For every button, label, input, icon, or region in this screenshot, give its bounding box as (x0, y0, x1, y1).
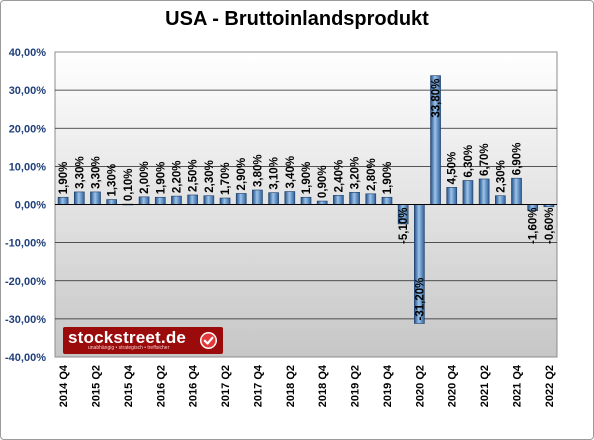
y-tick-label: -30,00% (5, 314, 46, 326)
x-tick-label: 2020 Q4 (447, 364, 459, 407)
data-label: -5,10% (398, 208, 410, 244)
data-label: 6,90% (512, 143, 524, 176)
bar (365, 193, 377, 205)
chart-title: USA - Bruttoinlandsprodukt (165, 8, 429, 30)
data-label: 1,90% (382, 162, 394, 195)
bar (154, 196, 166, 205)
x-tick-label: 2016 Q4 (188, 364, 200, 407)
bar (478, 178, 490, 205)
y-tick-label: 30,00% (9, 85, 47, 97)
bar (171, 195, 182, 205)
data-label: 1,30% (107, 164, 119, 197)
stockstreet-logo: stockstreet.de unabhängig • strategisch … (63, 327, 223, 354)
data-label: 2,20% (171, 161, 183, 194)
data-label: 3,10% (269, 157, 281, 190)
bar (219, 197, 231, 205)
data-label: 3,20% (350, 157, 362, 190)
bar (203, 195, 215, 205)
bar (462, 180, 474, 205)
data-label: 0,10% (123, 169, 135, 202)
data-label: 33,80% (431, 79, 443, 118)
y-tick-label: -40,00% (5, 352, 46, 364)
data-label: 2,00% (139, 161, 151, 194)
data-label: 1,90% (301, 162, 313, 195)
data-label: 4,50% (447, 152, 459, 185)
x-tick-label: 2021 Q2 (479, 365, 491, 407)
bar (349, 192, 360, 205)
data-label: 2,50% (188, 159, 200, 192)
data-label: 0,90% (317, 165, 329, 198)
logo-tagline: unabhängig • strategisch • treffsicher (88, 345, 170, 351)
x-tick-label: 2018 Q4 (317, 364, 329, 407)
data-label: 6,70% (479, 143, 491, 176)
data-label: 3,40% (285, 156, 297, 189)
data-label: 3,30% (74, 156, 86, 189)
bar (138, 196, 150, 205)
x-tick-label: 2019 Q4 (382, 364, 394, 407)
x-tick-label: 2017 Q4 (252, 364, 264, 407)
y-tick-label: -10,00% (5, 238, 46, 250)
checkmark-icon (200, 332, 217, 349)
x-tick-label: 2018 Q2 (285, 365, 297, 407)
bar (268, 192, 279, 205)
y-tick-label: 40,00% (9, 47, 47, 59)
logo-text: stockstreet.de (68, 328, 187, 347)
bar (252, 189, 263, 205)
bar (333, 195, 344, 205)
y-tick-label: -20,00% (5, 276, 46, 288)
data-label: 1,90% (155, 162, 167, 195)
x-tick-label: 2015 Q2 (90, 365, 102, 407)
bar (73, 191, 85, 205)
bar (381, 196, 393, 205)
bar (316, 200, 328, 205)
bar (446, 187, 458, 205)
bar (300, 196, 312, 205)
y-tick-label: 20,00% (9, 123, 47, 135)
data-label: 1,70% (220, 162, 232, 195)
x-tick-label: 2016 Q2 (155, 365, 167, 407)
data-label: 6,30% (463, 145, 475, 178)
data-label: 2,80% (366, 158, 378, 191)
bar (284, 191, 296, 205)
y-tick-label: 0,00% (15, 200, 46, 212)
x-tick-label: 2022 Q2 (544, 365, 556, 407)
data-label: 1,90% (58, 162, 70, 195)
data-label: 2,40% (333, 160, 345, 193)
bar (90, 191, 101, 205)
bar (235, 193, 247, 205)
data-label: 3,30% (90, 156, 102, 189)
data-label: -0,60% (544, 208, 556, 244)
y-tick-label: 10,00% (9, 161, 47, 173)
data-label: -1,60% (528, 208, 540, 244)
x-tick-label: 2014 Q4 (58, 364, 70, 407)
bar (187, 194, 198, 205)
data-label: 3,80% (252, 154, 264, 187)
x-tick-label: 2015 Q4 (123, 364, 135, 407)
x-tick-label: 2017 Q2 (220, 365, 232, 407)
data-label: 2,90% (236, 158, 248, 191)
x-tick-label: 2021 Q4 (512, 364, 524, 407)
bar (511, 177, 522, 205)
data-label: 2,30% (204, 160, 216, 193)
bar (495, 195, 506, 205)
x-tick-label: 2020 Q2 (414, 365, 426, 407)
x-tick-label: 2019 Q2 (350, 365, 362, 407)
data-label: 2,30% (495, 160, 507, 193)
bar (106, 199, 117, 205)
bar (57, 196, 69, 205)
data-label: -31,20% (414, 278, 426, 321)
